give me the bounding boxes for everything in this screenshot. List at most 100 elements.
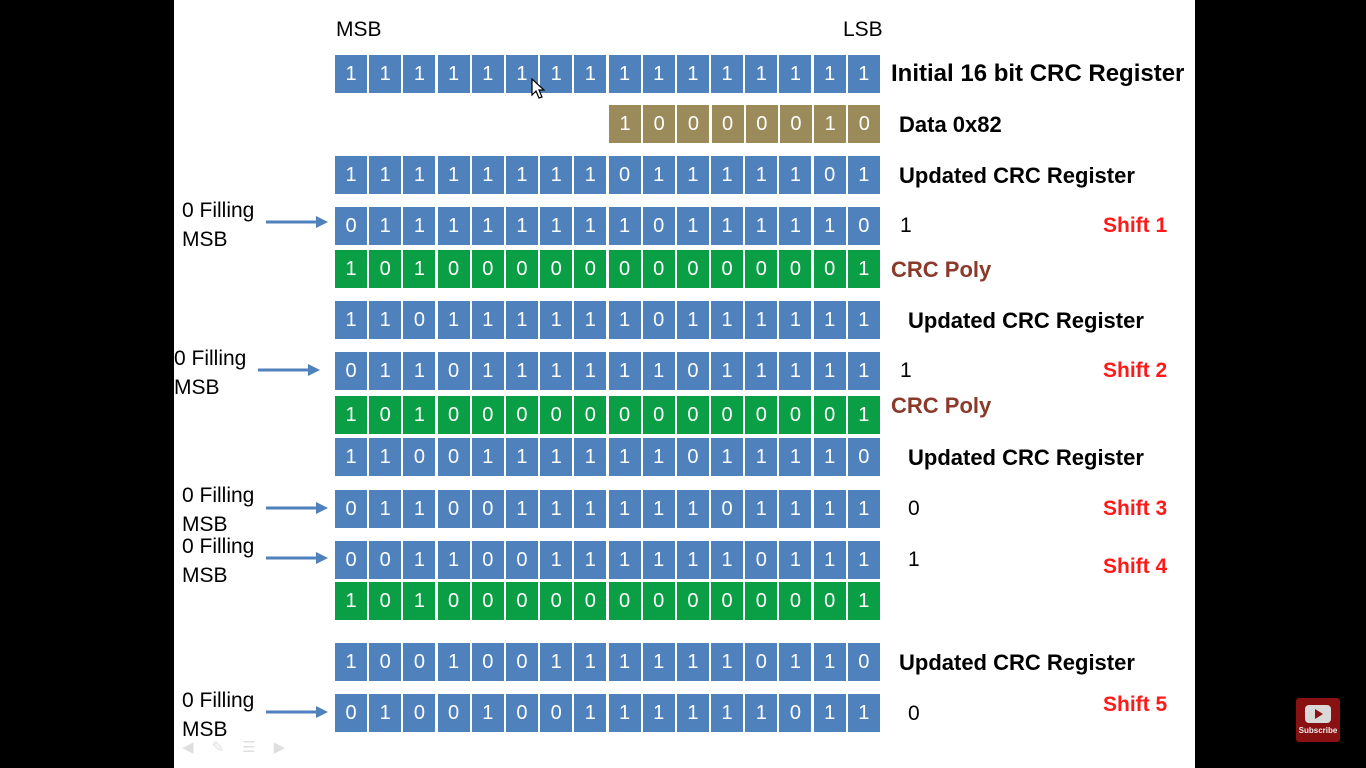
arrow-right-icon (266, 552, 328, 564)
bit-cell: 1 (369, 352, 402, 390)
shifted-out-bit-1: 1 (900, 214, 912, 237)
bit-cell: 0 (505, 396, 538, 434)
bit-cell: 1 (540, 438, 573, 476)
bit-cell: 1 (745, 352, 778, 390)
bit-cell: 1 (574, 301, 607, 339)
bit-cell: 0 (369, 396, 402, 434)
bit-cell: 1 (745, 694, 778, 732)
bit-cell: 0 (745, 643, 778, 681)
bit-cell: 0 (608, 250, 641, 288)
bit-cell: 0 (471, 582, 504, 620)
bit-cell: 0 (505, 643, 538, 681)
bit-cell: 1 (711, 438, 744, 476)
shifted-out-bit-5: 0 (908, 702, 920, 725)
subscribe-label: Subscribe (1298, 726, 1338, 735)
bit-cell: 1 (437, 301, 470, 339)
slide-nav[interactable]: ◀ ✎ ☰ ▶ (182, 738, 285, 756)
prev-slide-icon[interactable]: ◀ (182, 739, 194, 756)
shift-1-label: Shift 1 (1103, 214, 1168, 237)
bit-cell: 1 (813, 352, 846, 390)
bit-cell: 1 (505, 55, 538, 93)
bit-cell: 0 (711, 396, 744, 434)
bit-cell: 0 (642, 582, 675, 620)
bit-cell: 0 (642, 207, 675, 245)
bit-cell: 0 (335, 490, 367, 528)
bit-cell: 1 (403, 156, 436, 194)
bit-cell: 1 (540, 643, 573, 681)
shift-2-label: Shift 2 (1103, 359, 1168, 382)
bit-cell: 1 (574, 156, 607, 194)
bit-cell: 1 (608, 541, 641, 579)
bit-cell: 1 (813, 55, 846, 93)
bit-cell: 0 (540, 250, 573, 288)
bit-cell: 1 (403, 582, 436, 620)
bit-cell: 1 (676, 643, 709, 681)
bit-cell: 1 (814, 105, 847, 143)
data-label: Data 0x82 (899, 112, 1002, 137)
bit-cell: 0 (847, 438, 880, 476)
bit-cell: 0 (711, 250, 744, 288)
bit-cell: 0 (848, 105, 881, 143)
bit-cell: 0 (745, 396, 778, 434)
bit-cell: 1 (437, 156, 470, 194)
bit-cell: 0 (471, 541, 504, 579)
bit-cell: 1 (540, 352, 573, 390)
zero-filling-label-4: 0 Filling MSB (182, 535, 255, 587)
next-slide-icon[interactable]: ▶ (273, 739, 286, 756)
bit-cell: 1 (540, 207, 573, 245)
bit-cell: 1 (642, 55, 675, 93)
bit-cell: 1 (676, 156, 709, 194)
bit-cell: 0 (403, 643, 436, 681)
bit-cell: 1 (403, 352, 436, 390)
bit-cell: 0 (403, 301, 436, 339)
bit-cell: 0 (608, 156, 641, 194)
bit-cell: 1 (642, 438, 675, 476)
bit-cell: 1 (676, 55, 709, 93)
pen-icon[interactable]: ✎ (211, 739, 225, 756)
bit-cell: 1 (540, 490, 573, 528)
bit-cell: 0 (403, 694, 436, 732)
bit-cell: 1 (847, 55, 880, 93)
bit-cell: 0 (369, 541, 402, 579)
bit-cell: 0 (813, 582, 846, 620)
bit-cell: 1 (335, 55, 367, 93)
bit-cell: 0 (779, 105, 812, 143)
bit-cell: 1 (437, 55, 470, 93)
bit-cell: 0 (711, 105, 744, 143)
bit-cell: 1 (813, 490, 846, 528)
bit-cell: 1 (813, 438, 846, 476)
youtube-subscribe-button[interactable]: Subscribe (1296, 698, 1340, 742)
bit-cell: 0 (471, 490, 504, 528)
bit-cell: 1 (471, 156, 504, 194)
bit-cell: 1 (505, 301, 538, 339)
bit-cell: 1 (813, 694, 846, 732)
bit-cell: 1 (745, 207, 778, 245)
bit-cell: 1 (779, 156, 812, 194)
menu-icon[interactable]: ☰ (242, 739, 256, 756)
bit-cell: 1 (335, 156, 367, 194)
bit-cell: 1 (711, 156, 744, 194)
bit-cell: 0 (437, 250, 470, 288)
crc-poly-label-2: CRC Poly (891, 393, 992, 418)
bit-cell: 0 (642, 250, 675, 288)
bit-cell: 1 (779, 207, 812, 245)
bit-cell: 1 (847, 541, 880, 579)
bit-cell: 1 (437, 541, 470, 579)
bit-cell: 1 (676, 207, 709, 245)
bit-cell: 0 (540, 582, 573, 620)
mouse-cursor-icon (531, 78, 545, 99)
bit-cell: 0 (745, 105, 778, 143)
bit-cell: 0 (505, 541, 538, 579)
shifted-out-bit-3: 0 (908, 497, 920, 520)
bit-cell: 1 (574, 490, 607, 528)
bit-cell: 1 (335, 301, 367, 339)
bit-cell: 1 (676, 490, 709, 528)
bit-cell: 0 (608, 582, 641, 620)
bit-cell: 0 (335, 694, 367, 732)
